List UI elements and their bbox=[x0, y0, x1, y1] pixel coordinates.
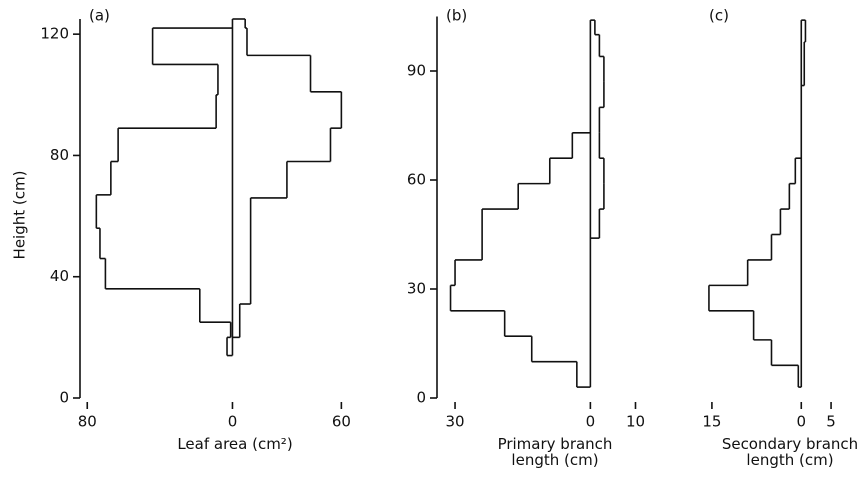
panel-label: (a) bbox=[89, 7, 110, 25]
panel-label: (b) bbox=[446, 7, 467, 25]
x-tick-label: 30 bbox=[445, 413, 464, 431]
y-tick-label: 0 bbox=[59, 389, 69, 407]
y-axis-label: Height (cm) bbox=[11, 171, 29, 260]
x-tick-label: 10 bbox=[626, 413, 645, 431]
x-tick-label: 0 bbox=[797, 413, 807, 431]
x-axis-label: Secondary branch length (cm) bbox=[721, 435, 859, 469]
y-tick-label: 40 bbox=[50, 267, 69, 285]
x-tick-label: 60 bbox=[332, 413, 351, 431]
x-axis-label: Primary branch length (cm) bbox=[497, 435, 613, 469]
panel-label: (c) bbox=[709, 7, 729, 25]
y-tick-label: 0 bbox=[416, 389, 426, 407]
y-tick-label: 90 bbox=[407, 62, 426, 80]
x-tick-label: 15 bbox=[702, 413, 721, 431]
y-tick-label: 80 bbox=[50, 146, 69, 164]
x-tick-label: 0 bbox=[228, 413, 238, 431]
y-tick-label: 60 bbox=[407, 171, 426, 189]
x-axis-label: Leaf area (cm²) bbox=[177, 435, 293, 453]
y-tick-label: 120 bbox=[40, 25, 69, 43]
x-tick-label: 5 bbox=[826, 413, 836, 431]
x-tick-label: 0 bbox=[586, 413, 596, 431]
y-tick-label: 30 bbox=[407, 280, 426, 298]
x-tick-label: 80 bbox=[78, 413, 97, 431]
